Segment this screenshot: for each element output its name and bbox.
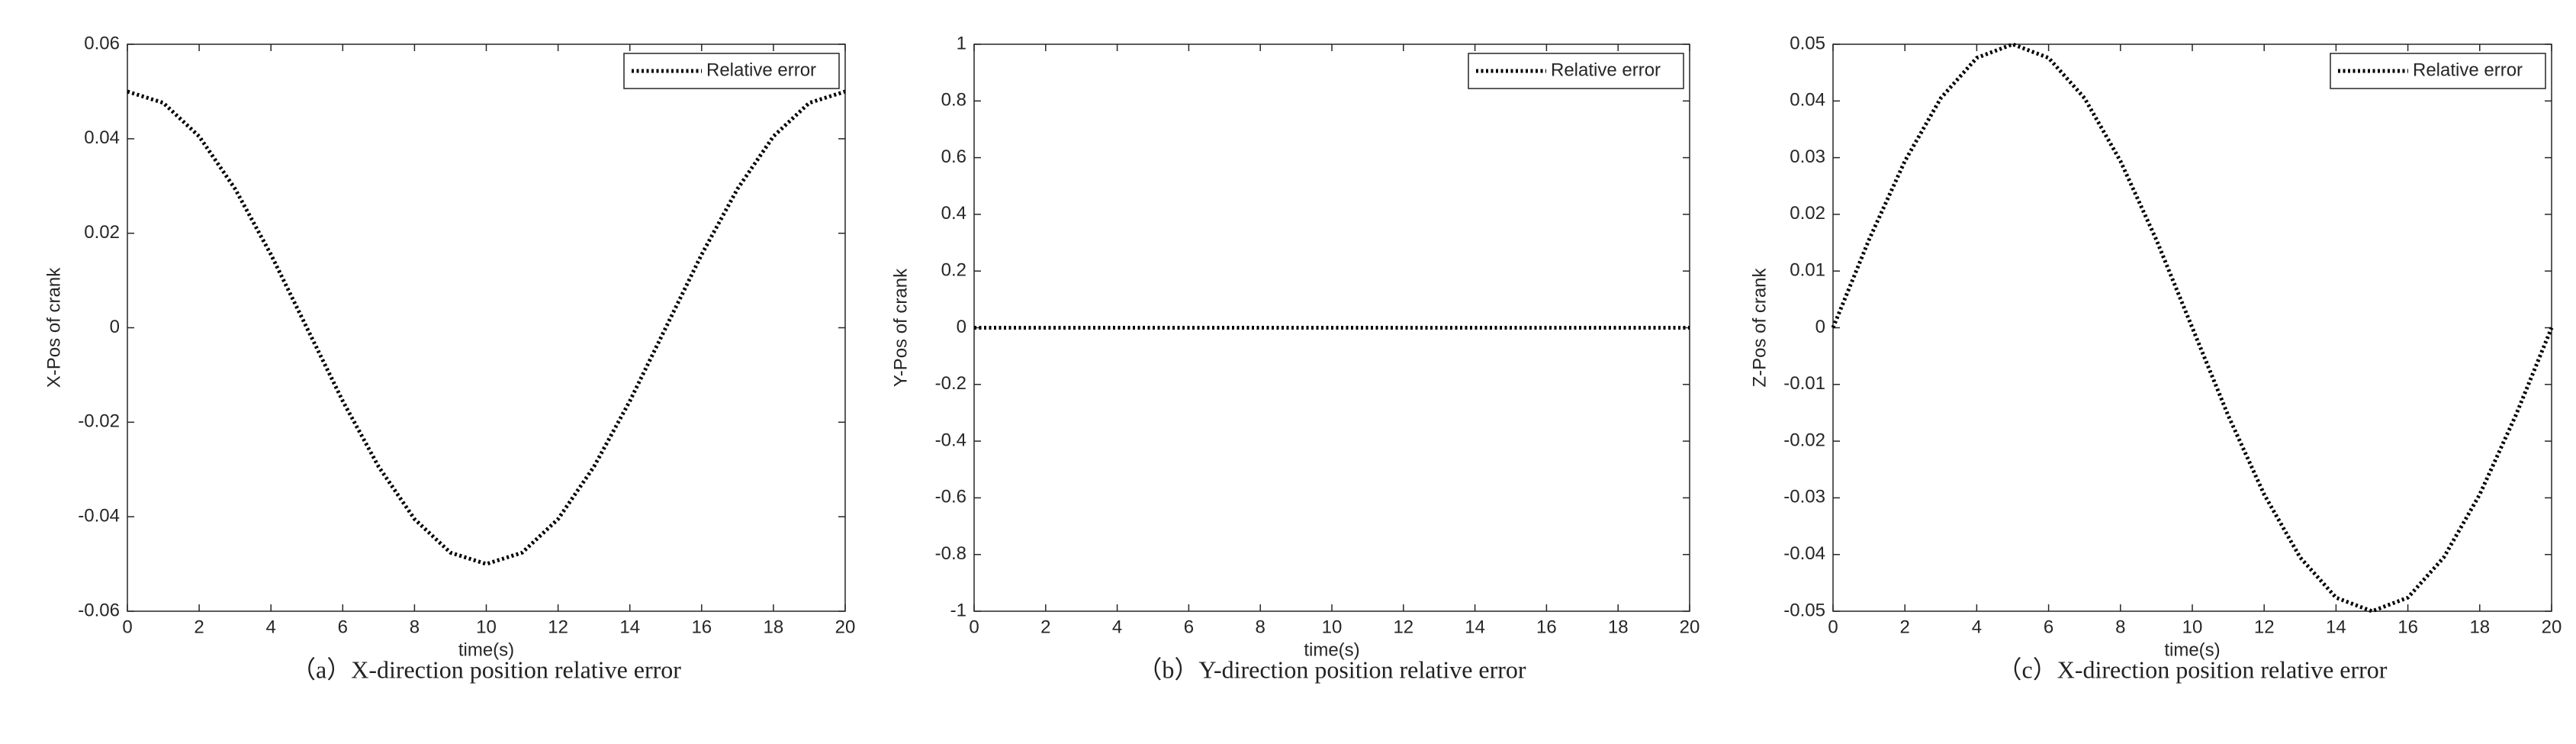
x-axis-label: time(s) — [1304, 639, 1359, 660]
x-tick-label: 14 — [2326, 617, 2346, 637]
y-tick-label: 0.04 — [84, 127, 120, 148]
y-tick-label: -0.02 — [1783, 430, 1825, 450]
x-tick-label: 8 — [2115, 617, 2125, 637]
plot-area — [127, 43, 846, 612]
x-tick-label: 14 — [1465, 617, 1485, 637]
x-tick-label: 20 — [2542, 617, 2562, 637]
legend-box — [1468, 53, 1684, 89]
y-tick-label: -0.04 — [1783, 543, 1825, 564]
y-tick-label: -0.8 — [935, 543, 966, 564]
legend-box — [2330, 53, 2546, 89]
x-tick-label: 0 — [969, 617, 979, 637]
x-tick-label: 12 — [1393, 617, 1413, 637]
x-tick-label: 16 — [691, 617, 712, 637]
x-tick-label: 12 — [548, 617, 568, 637]
x-axis-label: time(s) — [2164, 639, 2220, 660]
x-tick-label: 18 — [1608, 617, 1629, 637]
x-tick-label: 12 — [2254, 617, 2275, 637]
caption: （a）X-direction position relative error — [291, 655, 681, 683]
x-tick-label: 8 — [410, 617, 420, 637]
y-tick-label: 0.8 — [941, 90, 966, 111]
y-tick-label: 0 — [957, 317, 966, 337]
y-tick-label: 0.05 — [1790, 33, 1825, 53]
y-tick-label: -0.01 — [1783, 373, 1825, 394]
legend-box — [623, 53, 840, 89]
x-tick-label: 8 — [1256, 617, 1265, 637]
legend-label: Relative error — [1551, 60, 1661, 80]
x-tick-label: 18 — [764, 617, 784, 637]
y-tick-label: 1 — [957, 33, 966, 53]
y-tick-label: 0.03 — [1790, 147, 1825, 167]
y-tick-label: -0.2 — [935, 373, 966, 394]
y-axis-label: Y-Pos of crank — [890, 268, 911, 387]
x-tick-label: 14 — [619, 617, 640, 637]
x-tick-label: 10 — [2182, 617, 2203, 637]
y-tick-label: -0.03 — [1783, 487, 1825, 507]
x-tick-label: 6 — [338, 617, 348, 637]
y-tick-label: 0.02 — [84, 222, 120, 243]
x-axis-label: time(s) — [458, 639, 514, 660]
x-tick-label: 2 — [194, 617, 204, 637]
y-tick-label: -0.4 — [935, 430, 966, 450]
y-tick-label: 0.06 — [84, 33, 120, 53]
x-tick-label: 16 — [2398, 617, 2418, 637]
y-tick-label: 0.02 — [1790, 203, 1825, 224]
y-tick-label: 0.01 — [1790, 260, 1825, 281]
y-tick-label: -1 — [950, 600, 966, 620]
y-tick-label: -0.05 — [1783, 600, 1825, 620]
x-tick-label: 6 — [2044, 617, 2053, 637]
caption: （c）X-direction position relative error — [1998, 655, 2388, 683]
x-tick-label: 10 — [476, 617, 497, 637]
legend-label: Relative error — [2413, 60, 2523, 80]
x-tick-label: 10 — [1322, 617, 1343, 637]
x-tick-label: 20 — [835, 617, 856, 637]
y-tick-label: 0 — [1815, 317, 1825, 337]
x-tick-label: 18 — [2469, 617, 2490, 637]
y-tick-label: -0.04 — [78, 506, 120, 527]
x-tick-label: 20 — [1680, 617, 1700, 637]
x-tick-label: 4 — [266, 617, 276, 637]
y-tick-label: 0.6 — [941, 147, 966, 167]
data-line — [127, 89, 846, 566]
x-tick-label: 2 — [1040, 617, 1050, 637]
y-tick-label: -0.06 — [78, 600, 120, 620]
y-tick-label: 0.4 — [941, 203, 966, 224]
x-tick-label: 0 — [122, 617, 132, 637]
y-tick-label: 0.2 — [941, 260, 966, 281]
y-tick-label: -0.6 — [935, 487, 966, 507]
legend-label: Relative error — [706, 60, 816, 80]
x-tick-label: 0 — [1828, 617, 1838, 637]
x-tick-label: 4 — [1972, 617, 1982, 637]
y-tick-label: -0.02 — [78, 411, 120, 432]
x-tick-label: 16 — [1536, 617, 1557, 637]
y-tick-label: 0.04 — [1790, 90, 1825, 111]
y-axis-label: X-Pos of crank — [43, 267, 64, 388]
caption: （b）Y-direction position relative error — [1137, 655, 1526, 683]
x-tick-label: 6 — [1184, 617, 1194, 637]
y-axis-label: Z-Pos of crank — [1749, 267, 1770, 387]
x-tick-label: 4 — [1112, 617, 1122, 637]
y-tick-label: 0 — [110, 317, 120, 337]
x-tick-label: 2 — [1900, 617, 1910, 637]
plot-area — [1832, 43, 2552, 612]
